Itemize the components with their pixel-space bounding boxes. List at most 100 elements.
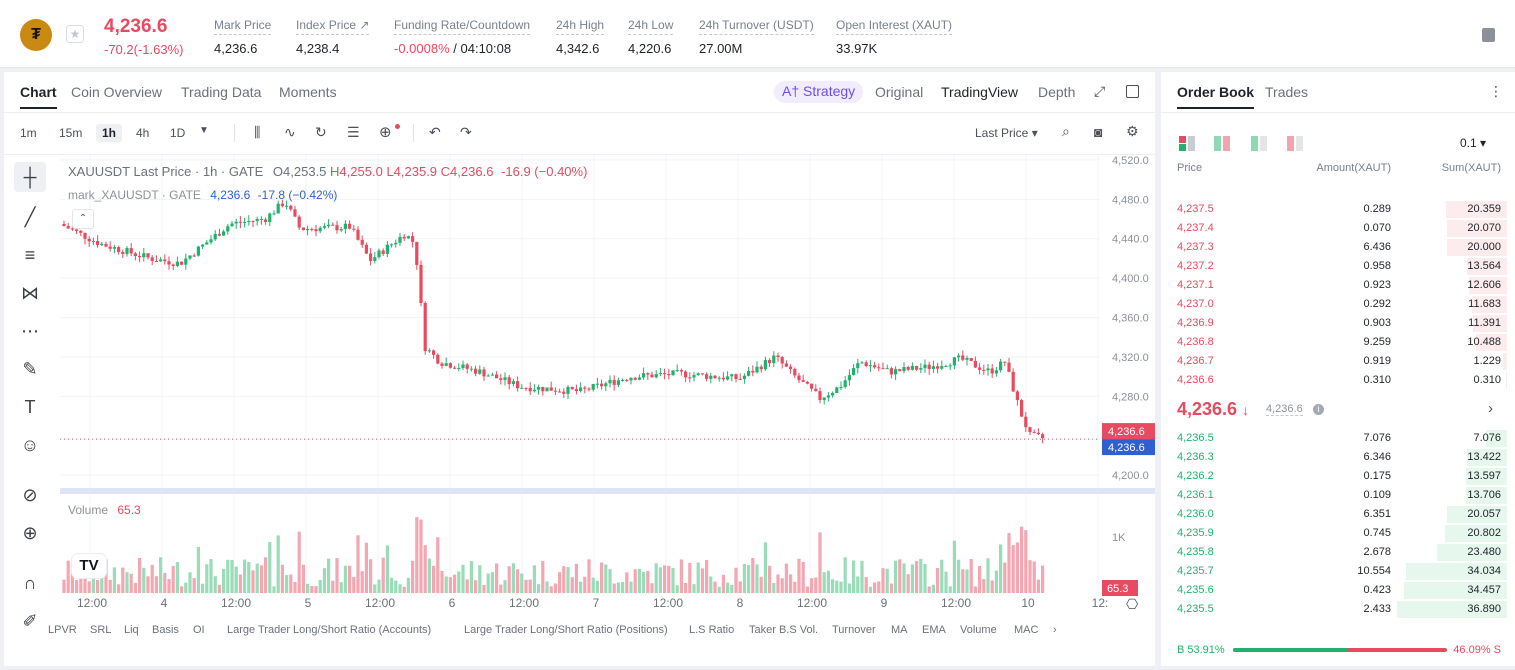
collapse-legend-icon[interactable]: ⌃ bbox=[72, 209, 94, 229]
candle-type-icon[interactable]: ⫼ bbox=[254, 124, 261, 140]
strategy-button[interactable]: A† Strategy bbox=[774, 81, 864, 103]
candle-body bbox=[780, 357, 784, 364]
timeframe-15m[interactable]: 15m bbox=[59, 126, 83, 140]
ask-row[interactable]: 4,237.4 0.070 20.070 bbox=[1161, 219, 1515, 238]
timeframe-1h[interactable]: 1h bbox=[96, 124, 123, 142]
indicator-lt-accounts[interactable]: Large Trader Long/Short Ratio (Accounts) bbox=[227, 624, 432, 636]
timeframe-dropdown-icon[interactable]: ▼ bbox=[199, 125, 209, 136]
indicator-taker-vol[interactable]: Taker B.S Vol. bbox=[749, 624, 819, 636]
bid-row[interactable]: 4,235.9 0.745 20.802 bbox=[1161, 524, 1515, 543]
layout-split-icon[interactable] bbox=[1214, 136, 1230, 151]
bid-row[interactable]: 4,235.6 0.423 34.457 bbox=[1161, 581, 1515, 600]
stat-index-price[interactable]: Index Price ↗ 4,238.4 bbox=[296, 18, 370, 56]
search-icon[interactable]: ⌕ bbox=[1062, 123, 1070, 139]
ask-row[interactable]: 4,236.9 0.903 11.391 bbox=[1161, 314, 1515, 333]
tab-order-book[interactable]: Order Book bbox=[1177, 84, 1255, 109]
indicator-ma[interactable]: MA bbox=[891, 624, 908, 636]
timeframe-1m[interactable]: 1m bbox=[20, 126, 37, 140]
favorite-star-icon[interactable]: ★ bbox=[66, 25, 84, 43]
undo-icon[interactable]: ↶ bbox=[429, 124, 441, 140]
layout-bids-icon[interactable] bbox=[1251, 136, 1267, 151]
indicator-srl[interactable]: SRL bbox=[90, 624, 112, 636]
volume-bar bbox=[226, 559, 230, 593]
tab-trading-data[interactable]: Trading Data bbox=[181, 84, 262, 100]
indicator-ema[interactable]: EMA bbox=[922, 624, 946, 636]
camera-icon[interactable]: ◙ bbox=[1094, 124, 1103, 140]
bid-row[interactable]: 4,236.5 7.076 7.076 bbox=[1161, 429, 1515, 448]
timeframe-4h[interactable]: 4h bbox=[136, 126, 150, 140]
chevron-right-icon[interactable]: › bbox=[1488, 400, 1493, 417]
layout-both-icon[interactable] bbox=[1179, 136, 1195, 151]
view-depth[interactable]: Depth bbox=[1038, 84, 1076, 100]
replay-icon[interactable]: ↻ bbox=[315, 124, 327, 140]
zoom-in-icon[interactable]: ⊕ bbox=[22, 523, 38, 543]
ask-row[interactable]: 4,237.0 0.292 11.683 bbox=[1161, 295, 1515, 314]
precision-select[interactable]: 0.1 ▾ bbox=[1460, 136, 1487, 150]
indicator-lpvr[interactable]: LPVR bbox=[48, 624, 77, 636]
volume-bar bbox=[259, 565, 263, 593]
ask-row[interactable]: 4,237.2 0.958 13.564 bbox=[1161, 257, 1515, 276]
indicator-lt-positions[interactable]: Large Trader Long/Short Ratio (Positions… bbox=[464, 624, 668, 636]
volume-bar bbox=[495, 563, 499, 593]
info-icon[interactable]: i bbox=[1313, 404, 1324, 415]
bid-sum: 20.802 bbox=[1467, 527, 1501, 539]
ask-row[interactable]: 4,237.5 0.289 20.359 bbox=[1161, 200, 1515, 219]
ask-row[interactable]: 4,236.7 0.919 1.229 bbox=[1161, 352, 1515, 371]
view-tradingview[interactable]: TradingView bbox=[941, 84, 1019, 100]
indicator-ls-ratio[interactable]: L.S Ratio bbox=[689, 624, 735, 636]
text-icon[interactable]: T bbox=[24, 397, 36, 417]
indicator-oi[interactable]: OI bbox=[193, 624, 205, 636]
pencil-lock-icon[interactable]: ✐ bbox=[22, 611, 38, 631]
layout-asks-icon[interactable] bbox=[1287, 136, 1303, 151]
trendline-icon[interactable]: ╱ bbox=[24, 207, 36, 227]
bid-row[interactable]: 4,236.2 0.175 13.597 bbox=[1161, 467, 1515, 486]
window-icon[interactable] bbox=[1126, 85, 1139, 98]
ask-row[interactable]: 4,236.6 0.310 0.310 bbox=[1161, 371, 1515, 390]
indicator-liq[interactable]: Liq bbox=[124, 624, 139, 636]
emoji-icon[interactable]: ☺ bbox=[20, 435, 40, 455]
pattern-icon[interactable]: ⋈ bbox=[21, 283, 39, 303]
horizontal-lines-icon[interactable]: ≡ bbox=[24, 245, 36, 265]
ask-row[interactable]: 4,237.3 6.436 20.000 bbox=[1161, 238, 1515, 257]
document-icon[interactable] bbox=[1482, 28, 1495, 42]
ruler-icon[interactable]: ⊘ bbox=[22, 485, 38, 505]
legend-open: O4,253.5 bbox=[272, 164, 327, 179]
indicator-volume[interactable]: Volume bbox=[960, 624, 997, 636]
price-type-select[interactable]: Last Price ▾ bbox=[975, 126, 1038, 140]
add-indicator-icon[interactable]: ⊕ bbox=[379, 124, 392, 141]
view-original[interactable]: Original bbox=[875, 84, 924, 100]
volume-label: Volume bbox=[68, 503, 109, 517]
redo-icon[interactable]: ↷ bbox=[460, 124, 472, 140]
bid-row[interactable]: 4,235.8 2.678 23.480 bbox=[1161, 543, 1515, 562]
ask-row[interactable]: 4,236.8 9.259 10.488 bbox=[1161, 333, 1515, 352]
volume-bar bbox=[402, 586, 406, 593]
chart-panel: Chart Coin Overview Trading Data Moments… bbox=[4, 72, 1155, 666]
volume-bar bbox=[852, 560, 856, 593]
indicator-scroll-right-icon[interactable]: › bbox=[1053, 624, 1057, 636]
ask-row[interactable]: 4,237.1 0.923 12.606 bbox=[1161, 276, 1515, 295]
bid-row[interactable]: 4,236.1 0.109 13.706 bbox=[1161, 486, 1515, 505]
volume-bar bbox=[461, 564, 465, 593]
brush-icon[interactable]: ✎ bbox=[22, 359, 38, 379]
indicator-basis[interactable]: Basis bbox=[152, 624, 179, 636]
bid-row[interactable]: 4,235.7 10.554 34.034 bbox=[1161, 562, 1515, 581]
indicators-icon[interactable]: ∿ bbox=[284, 124, 296, 140]
fib-icon[interactable]: ⋯ bbox=[21, 321, 39, 341]
indicator-macd[interactable]: MACD bbox=[1014, 624, 1038, 636]
settings-list-icon[interactable]: ☰ bbox=[347, 124, 360, 140]
magnet-icon[interactable]: ∩ bbox=[23, 573, 37, 593]
expand-icon[interactable]: ⤢ bbox=[1094, 83, 1106, 99]
bid-row[interactable]: 4,236.3 6.346 13.422 bbox=[1161, 448, 1515, 467]
bid-row[interactable]: 4,236.0 6.351 20.057 bbox=[1161, 505, 1515, 524]
indicator-turnover[interactable]: Turnover bbox=[832, 624, 876, 636]
tab-coin-overview[interactable]: Coin Overview bbox=[71, 84, 163, 100]
candlestick-chart[interactable]: 4,520.0 4,480.0 4,440.0 4,400.0 4,360.0 4,320… bbox=[60, 155, 1155, 613]
more-options-icon[interactable]: ⋮ bbox=[1489, 83, 1503, 99]
tab-moments[interactable]: Moments bbox=[279, 84, 337, 100]
crosshair-icon[interactable]: ┼ bbox=[14, 162, 46, 192]
gear-icon[interactable]: ⚙ bbox=[1126, 123, 1139, 139]
tab-chart[interactable]: Chart bbox=[20, 84, 57, 109]
tab-trades[interactable]: Trades bbox=[1265, 84, 1309, 100]
bid-row[interactable]: 4,235.5 2.433 36.890 bbox=[1161, 600, 1515, 619]
timeframe-1d[interactable]: 1D bbox=[170, 126, 186, 140]
